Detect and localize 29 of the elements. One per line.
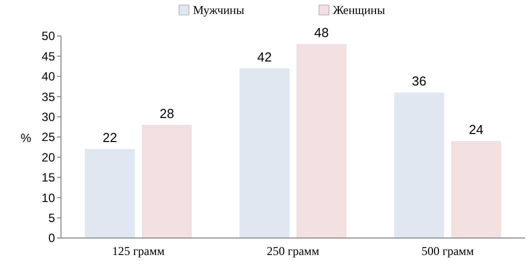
- x-tick-label: 250 грамм: [266, 244, 320, 258]
- data-label: 28: [160, 106, 174, 121]
- bar: [240, 68, 290, 238]
- y-tick-label: 5: [48, 211, 56, 225]
- y-tick-label: 20: [42, 150, 56, 164]
- data-label: 36: [412, 74, 426, 89]
- y-tick-label: 15: [42, 170, 56, 185]
- data-label: 24: [468, 122, 484, 138]
- y-tick-label: 10: [42, 190, 56, 205]
- y-axis-title: %: [20, 131, 32, 145]
- data-label: 42: [257, 49, 272, 64]
- bar: [84, 149, 135, 238]
- y-tick-label: 40: [42, 70, 56, 84]
- bar: [296, 44, 346, 238]
- y-tick-label: 35: [42, 90, 56, 104]
- data-label: 22: [102, 130, 118, 146]
- x-tick-label: 500 грамм: [421, 244, 474, 258]
- y-tick-label: 50: [42, 29, 56, 44]
- legend-label: Мужчины: [193, 3, 244, 18]
- y-tick-label: 25: [42, 130, 56, 144]
- bar: [451, 141, 502, 238]
- data-label: 48: [314, 25, 329, 40]
- y-tick-label: 30: [42, 110, 56, 124]
- y-tick-label: 45: [42, 49, 56, 64]
- x-tick-label: 125 грамм: [112, 244, 165, 258]
- legend-label: Женщины: [333, 3, 386, 18]
- bar: [394, 92, 444, 238]
- bar: [142, 124, 192, 238]
- y-tick-label: 0: [48, 231, 56, 246]
